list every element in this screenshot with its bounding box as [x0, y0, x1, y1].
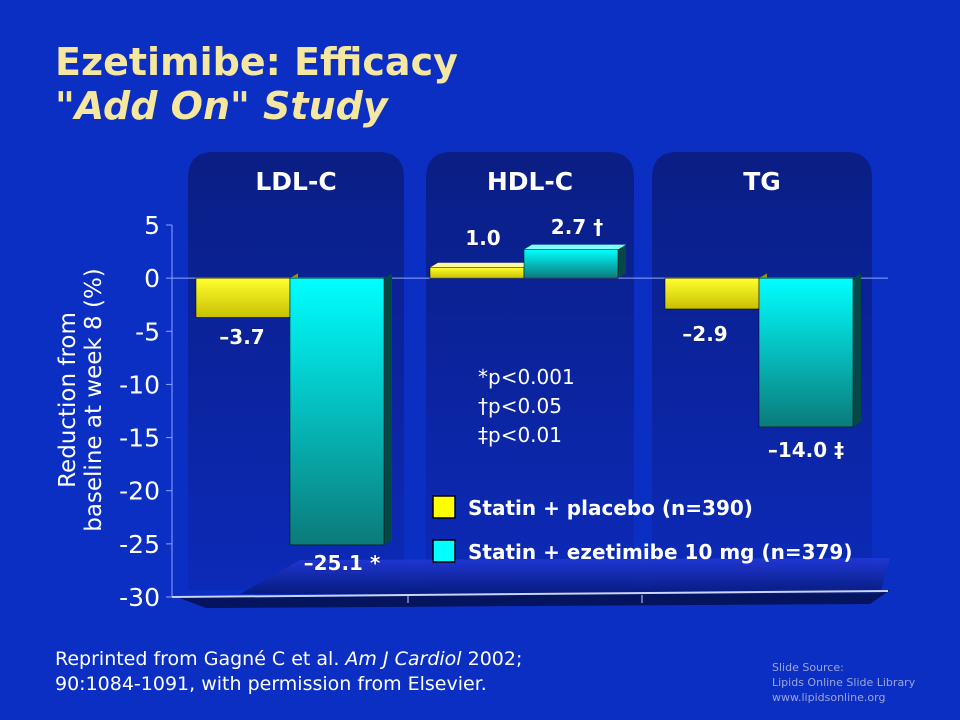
slide-title-block: Ezetimibe: Efficacy "Add On" Study	[55, 40, 458, 128]
y-tick-label: -15	[119, 424, 160, 453]
y-tick-label: -30	[119, 583, 160, 612]
y-axis-label-line1: Reduction from	[55, 312, 81, 488]
bar-top	[430, 262, 532, 268]
note-p01: ‡p<0.01	[478, 423, 562, 447]
bar-tg-series1	[664, 277, 760, 310]
note-p005: †p<0.05	[478, 394, 562, 418]
note-p001: *p<0.001	[478, 365, 575, 389]
bar-top	[524, 244, 626, 250]
source-line3: www.lipidsonline.org	[772, 691, 886, 704]
legend-swatch-series2	[432, 539, 456, 563]
y-axis-label-line2: baseline at week 8 (%)	[81, 268, 107, 532]
y-tick-label: 5	[144, 211, 160, 240]
legend-label-series1: Statin + placebo (n=390)	[468, 496, 753, 520]
category-label-ldl-c: LDL-C	[255, 167, 336, 196]
legend-label-series2: Statin + ezetimibe 10 mg (n=379)	[468, 540, 852, 564]
bar-ldl-c-series2	[289, 277, 385, 546]
chart-floor-top	[240, 558, 890, 594]
data-label: 1.0	[465, 226, 500, 250]
significance-notes: *p<0.001 †p<0.05 ‡p<0.01	[478, 365, 575, 447]
source-line2: Lipids Online Slide Library	[772, 676, 916, 689]
category-label-hdl-c: HDL-C	[487, 167, 573, 196]
y-tick-label: 0	[144, 264, 160, 293]
citation-line2: 90:1084-1091, with permission from Elsev…	[55, 673, 487, 695]
x-axis-baseline	[171, 590, 889, 598]
y-axis-label: Reduction from baseline at week 8 (%)	[55, 268, 107, 532]
category-label-tg: TG	[743, 167, 781, 196]
citation-prefix: Reprinted from Gagné C et al.	[55, 648, 346, 670]
bar-hdl-c-series2	[523, 249, 619, 279]
data-label: –14.0 ‡	[768, 438, 844, 462]
y-tick-label: -20	[119, 477, 160, 506]
bar-side	[853, 273, 861, 427]
y-tick-label: -5	[135, 317, 160, 346]
data-label: –2.9	[682, 322, 727, 346]
data-label: –3.7	[219, 325, 264, 349]
slide-title: Ezetimibe: Efficacy	[55, 40, 458, 84]
legend-swatch-series1	[432, 495, 456, 519]
data-label: 2.7 †	[551, 215, 603, 239]
citation-suffix: 2002;	[461, 648, 523, 670]
bar-hdl-c-series1	[429, 267, 525, 279]
slide-subtitle: "Add On" Study	[55, 84, 388, 128]
bar-side	[384, 273, 392, 545]
citation-journal: Am J Cardiol	[345, 648, 462, 670]
bar-side	[618, 244, 626, 279]
bar-ldl-c-series1	[195, 277, 291, 318]
data-label: –25.1 *	[304, 551, 381, 575]
bar-tg-series2	[758, 277, 854, 428]
y-tick-label: -25	[119, 530, 160, 559]
citation: Reprinted from Gagné C et al. Am J Cardi…	[55, 647, 522, 697]
slide-source: Slide Source: Lipids Online Slide Librar…	[772, 660, 915, 705]
y-tick-label: -10	[119, 370, 160, 399]
source-line1: Slide Source:	[772, 661, 844, 674]
